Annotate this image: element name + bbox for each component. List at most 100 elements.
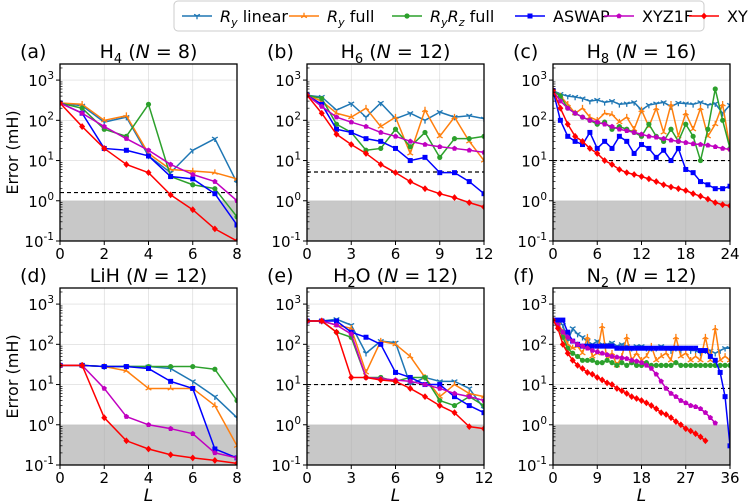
data-point — [697, 192, 704, 200]
data-point — [614, 345, 620, 351]
data-point — [677, 421, 684, 429]
x-tick-label: 6 — [188, 245, 198, 263]
x-tick-label: 12 — [632, 245, 651, 263]
y-tick-label: 10-1 — [271, 455, 301, 475]
data-point — [579, 96, 586, 102]
x-tick-label: 3 — [346, 469, 356, 487]
data-point — [565, 329, 571, 335]
data-point — [623, 169, 630, 177]
data-point — [602, 138, 608, 144]
panel-title: H8 (N = 16) — [587, 41, 697, 67]
data-point — [601, 121, 608, 127]
data-point — [722, 394, 728, 400]
data-point — [565, 105, 571, 111]
y-tick-label: 103 — [28, 294, 54, 314]
x-tick-label: 6 — [391, 245, 401, 263]
data-point — [211, 402, 219, 408]
data-point — [707, 414, 713, 420]
y-tick-label: 100 — [28, 415, 54, 435]
legend-marker — [616, 13, 622, 19]
data-point — [660, 181, 667, 189]
data-point — [377, 100, 384, 107]
data-point — [212, 450, 218, 456]
panel-label: (c) — [513, 41, 538, 63]
y-tick-label: 10-1 — [24, 231, 54, 251]
data-point — [624, 138, 630, 144]
data-point — [333, 328, 340, 336]
data-point — [377, 376, 384, 384]
data-point — [211, 394, 219, 400]
data-point — [624, 345, 630, 351]
x-tick-label: 8 — [232, 469, 242, 487]
x-tick-label: 12 — [474, 245, 493, 263]
data-point — [451, 402, 458, 409]
data-point — [690, 170, 696, 176]
data-point — [584, 345, 591, 351]
data-point — [572, 138, 578, 144]
data-point — [466, 179, 472, 185]
data-point — [594, 119, 600, 125]
panel-title: H2O (N = 12) — [333, 265, 458, 291]
data-point — [189, 148, 196, 154]
data-point — [658, 362, 664, 368]
data-point — [560, 317, 566, 323]
data-point — [689, 125, 697, 132]
x-tick-label: 6 — [592, 245, 602, 263]
data-point — [212, 446, 218, 452]
data-point — [589, 370, 596, 378]
x-tick-label: 2 — [99, 245, 109, 263]
data-point — [722, 362, 728, 368]
data-point — [719, 201, 726, 209]
data-point — [407, 353, 414, 359]
data-point — [168, 378, 174, 384]
data-point — [481, 410, 484, 416]
legend-marker — [701, 12, 707, 20]
data-point — [333, 322, 340, 328]
data-point — [466, 390, 473, 396]
series-xyz1f — [553, 87, 730, 152]
data-point — [639, 345, 644, 351]
data-point — [466, 403, 472, 409]
legend-entry-xyz2f: XYZ2F — [689, 7, 748, 26]
x-tick-label: 0 — [548, 469, 558, 487]
data-point — [633, 395, 640, 402]
y-tick-label: 10-1 — [24, 455, 54, 475]
data-point — [667, 101, 675, 107]
data-point — [362, 104, 370, 111]
y-tick-label: 101 — [275, 375, 301, 395]
series-aswap — [553, 88, 730, 192]
data-point — [720, 117, 726, 123]
panel-label: (f) — [513, 265, 535, 287]
data-point — [167, 425, 174, 431]
data-point — [584, 357, 591, 363]
data-point — [688, 402, 694, 408]
data-point — [594, 374, 601, 381]
data-point — [363, 374, 369, 381]
data-point — [660, 100, 667, 106]
data-point — [630, 100, 638, 106]
data-point — [663, 362, 669, 368]
data-point — [377, 123, 384, 129]
data-point — [683, 166, 689, 172]
data-point — [599, 360, 605, 366]
data-point — [589, 347, 595, 353]
data-point — [190, 363, 196, 370]
data-point — [589, 357, 595, 363]
data-point — [693, 345, 699, 351]
y-tick-label: 102 — [521, 110, 547, 130]
data-point — [717, 369, 723, 375]
panel-d: 0 2 4 6 8 10-1 100 101 102 103 (d) LiH (N = 12) Erro… — [3, 265, 242, 504]
data-point — [574, 353, 581, 360]
data-point — [682, 187, 689, 194]
data-point — [167, 191, 174, 199]
x-tick-label: 0 — [548, 245, 558, 263]
data-point — [697, 362, 704, 368]
data-point — [638, 131, 645, 137]
panel-f: 0 9 18 27 36 10-1 100 101 102 103 (f) N2 (N = 12) L — [513, 265, 740, 504]
x-tick-label: 9 — [435, 469, 445, 487]
data-point — [586, 98, 594, 105]
data-point — [451, 381, 458, 387]
data-point — [574, 361, 581, 369]
data-point — [168, 363, 174, 370]
